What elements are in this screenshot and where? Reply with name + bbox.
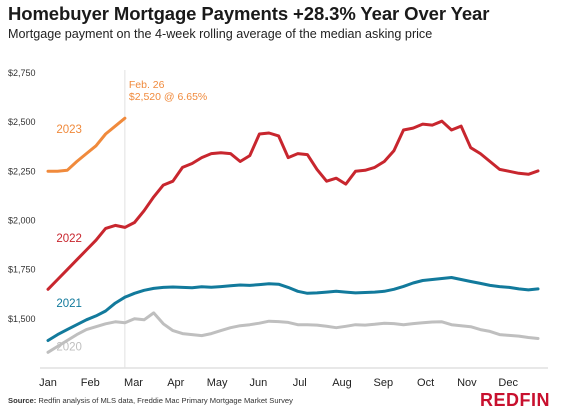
y-tick-label: $1,500 [8, 314, 36, 324]
x-tick-label: May [207, 377, 228, 389]
x-tick-label: Dec [498, 377, 518, 389]
x-tick-label: Mar [124, 377, 143, 389]
series-line-2020 [46, 311, 540, 354]
series-label-2022: 2022 [56, 233, 82, 245]
x-tick-label: Sep [374, 377, 394, 389]
series-label-2023: 2023 [56, 124, 82, 136]
series-label-2020: 2020 [56, 341, 82, 353]
x-tick-label: Aug [332, 377, 352, 389]
x-tick-label: Feb [81, 377, 100, 389]
brand-logo: REDFIN [480, 390, 550, 410]
x-tick-label: Jan [39, 377, 57, 389]
x-tick-label: Apr [167, 377, 184, 389]
series-line-2023 [46, 116, 127, 173]
series-line-2021 [46, 276, 540, 342]
series-line-2022 [46, 119, 540, 291]
x-tick-label: Jul [293, 377, 307, 389]
x-tick-label: Oct [417, 377, 434, 389]
x-tick-label: Nov [457, 377, 477, 389]
line-chart: $1,500 $1,750 $2,000 $2,250 $2,500 $2,750 Jan F… [8, 68, 548, 389]
source-note: Source: Redfin analysis of MLS data, Fre… [8, 396, 293, 405]
annotation-value: $2,520 @ 6.65% [129, 91, 207, 103]
source-text: Redfin analysis of MLS data, Freddie Mac… [38, 396, 293, 405]
chart-title: Homebuyer Mortgage Payments +28.3% Year … [8, 3, 490, 24]
source-label: Source: [8, 396, 37, 405]
y-tick-label: $2,500 [8, 117, 36, 127]
y-tick-label: $2,750 [8, 68, 36, 78]
annotation-date: Feb. 26 [129, 79, 165, 91]
y-tick-label: $2,250 [8, 166, 36, 176]
x-tick-label: Jun [250, 377, 268, 389]
y-tick-label: $1,750 [8, 265, 36, 275]
y-tick-label: $2,000 [8, 216, 36, 226]
chart-subtitle: Mortgage payment on the 4-week rolling a… [8, 27, 433, 41]
series-label-2021: 2021 [56, 298, 82, 310]
